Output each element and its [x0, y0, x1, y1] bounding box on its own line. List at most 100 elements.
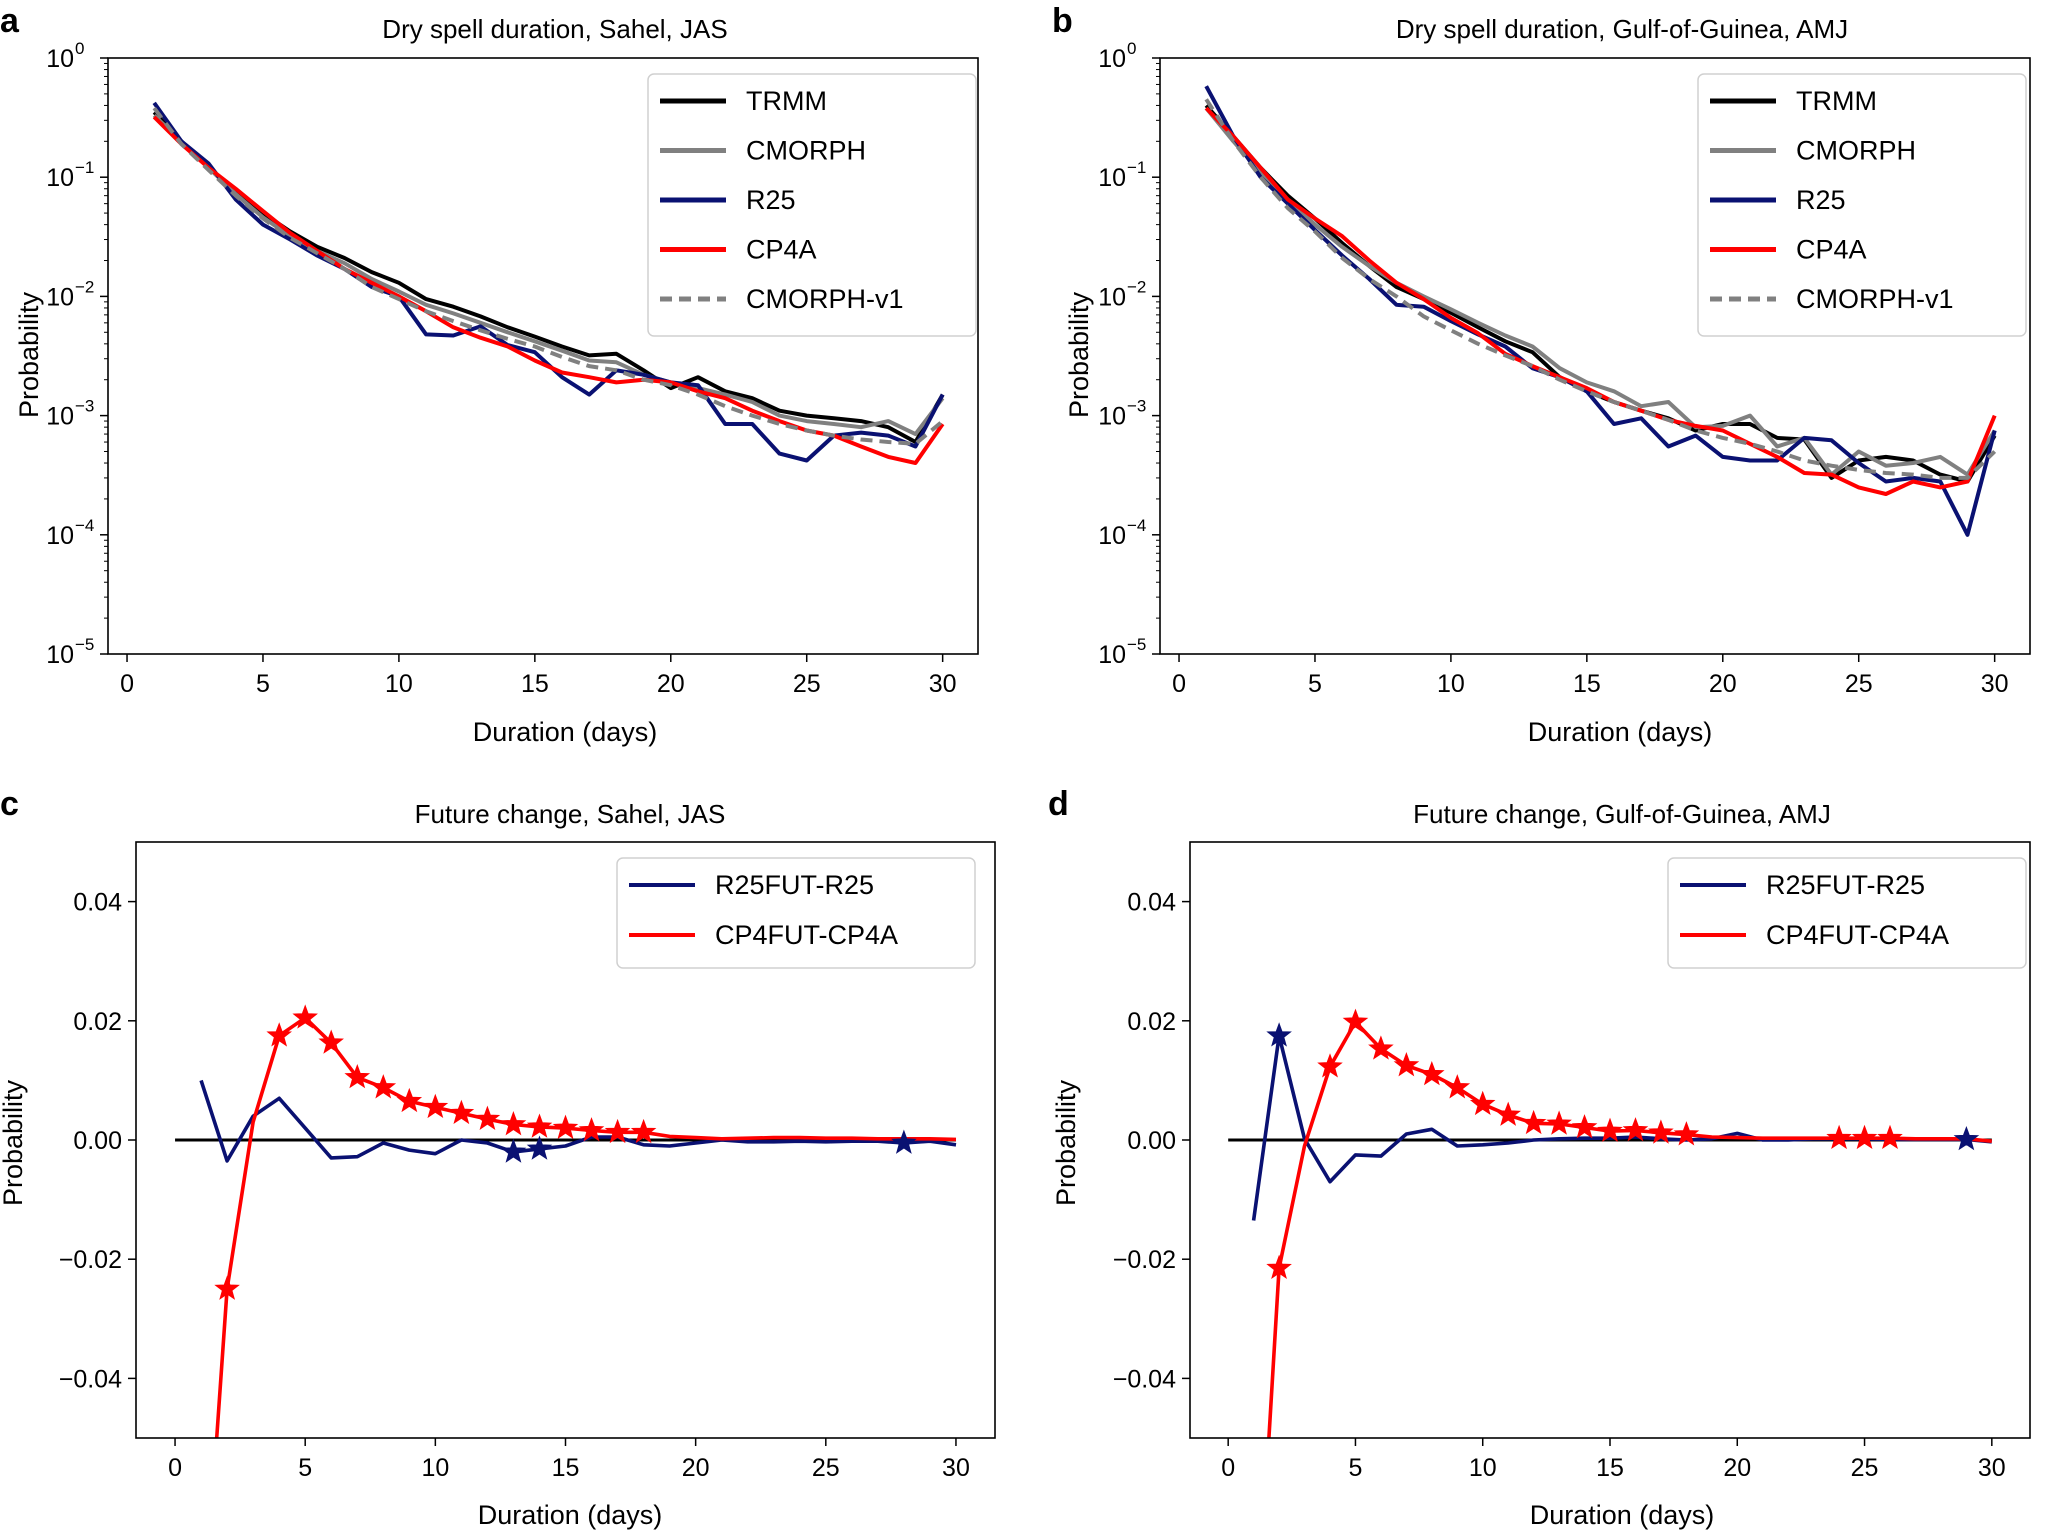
significance-star	[1953, 1125, 1980, 1151]
y-tick-label: 0.02	[1127, 1008, 1176, 1036]
x-tick-label: 15	[552, 1454, 580, 1482]
y-axis-label: Probability	[0, 1079, 28, 1206]
x-axis-label: Duration (days)	[1528, 717, 1713, 747]
significance-star	[630, 1118, 657, 1144]
significance-star	[1444, 1074, 1471, 1099]
x-tick-label: 5	[1308, 670, 1322, 698]
panel-a: a Dry spell duration, Sahel, JAS Duratio…	[0, 2, 979, 747]
significance-star	[1877, 1124, 1903, 1150]
x-axis-label: Duration (days)	[478, 1500, 663, 1530]
significance-star	[526, 1113, 553, 1138]
y-tick-label-exponent: 0	[1127, 39, 1136, 58]
significance-star	[1520, 1109, 1547, 1135]
panel-letter-d: d	[1048, 785, 1069, 823]
y-tick-label: 0.04	[73, 889, 122, 917]
significance-star	[578, 1117, 605, 1142]
legend-box	[1697, 73, 2027, 337]
legend-label: R25FUT-R25	[715, 870, 874, 900]
x-tick-label: 20	[1709, 670, 1737, 698]
y-tick-label: 10	[1098, 641, 1126, 669]
y-tick-label: 10	[1098, 403, 1126, 431]
significance-star	[292, 1004, 318, 1029]
significance-star	[370, 1074, 397, 1099]
plot-frame	[1189, 841, 2031, 1439]
series-line-cmorph-v1	[152, 106, 944, 446]
series-line-r25fut-r25	[1251, 1033, 1992, 1221]
y-axis-label: Probability	[1064, 291, 1094, 418]
significance-star	[1851, 1124, 1878, 1150]
significance-star	[1495, 1101, 1521, 1126]
y-tick-label-exponent: −4	[1127, 516, 1146, 535]
x-tick-label: 10	[1437, 670, 1465, 698]
x-tick-label: 0	[168, 1454, 182, 1482]
significance-star	[1393, 1052, 1420, 1077]
x-tick-label: 5	[298, 1454, 312, 1482]
y-tick-label-exponent: −4	[75, 516, 94, 535]
significance-star	[344, 1063, 371, 1089]
significance-star	[604, 1118, 631, 1144]
significance-star	[448, 1099, 475, 1125]
chart-title: Future change, Sahel, JAS	[415, 799, 726, 829]
y-axis-label: Probability	[14, 291, 44, 418]
y-tick-label: −0.04	[1113, 1365, 1176, 1393]
significance-star	[474, 1105, 501, 1130]
y-tick-label: 0.04	[1127, 889, 1176, 917]
y-tick-label: 0.00	[1127, 1127, 1176, 1155]
significance-star	[396, 1087, 423, 1113]
chart-title: Dry spell duration, Gulf-of-Guinea, AMJ	[1396, 14, 1848, 44]
y-tick-label: 10	[1098, 283, 1126, 311]
series-group	[1228, 1020, 1992, 1438]
series-line-cmorph-v1	[1204, 98, 1997, 480]
series-group	[175, 1015, 957, 1438]
significance-star	[1648, 1119, 1674, 1144]
y-tick-label-exponent: −2	[1127, 277, 1146, 296]
significance-star	[1368, 1035, 1394, 1060]
significance-star	[1826, 1124, 1852, 1150]
y-tick-label-exponent: −5	[1127, 635, 1146, 654]
x-tick-label: 30	[929, 670, 957, 698]
plot-area: 0 5 10 15 20 25 30 0.04 0.02 0.00 −0.02 −0.04 R25FUT…	[1113, 841, 2031, 1482]
legend-label: R25	[746, 185, 796, 215]
x-tick-label: 25	[812, 1454, 840, 1482]
significance-star	[1622, 1117, 1649, 1142]
legend-box	[647, 73, 977, 337]
legend-label: CMORPH	[1796, 136, 1916, 166]
x-tick-label: 5	[1349, 1454, 1363, 1482]
panel-letter-a: a	[0, 2, 20, 40]
significance-star	[1266, 1022, 1292, 1047]
y-tick-label-exponent: −2	[75, 277, 94, 296]
significance-star	[500, 1111, 527, 1136]
x-axis-label: Duration (days)	[473, 717, 658, 747]
y-tick-label: 0.00	[73, 1127, 122, 1155]
legend-label: TRMM	[1796, 86, 1877, 116]
significance-star	[1469, 1090, 1496, 1116]
x-tick-label: 20	[682, 1454, 710, 1482]
x-tick-label: 0	[1172, 670, 1186, 698]
significance-star	[422, 1093, 449, 1119]
legend: TRMM CMORPH R25 CP4A CMORPH-v1	[1697, 73, 2027, 337]
legend-box	[616, 857, 976, 969]
y-tick-label: 0.02	[73, 1008, 122, 1036]
significance-star	[526, 1135, 553, 1160]
series-line-cp4fut-cp4a	[214, 1015, 957, 1438]
y-tick-label-exponent: 0	[75, 39, 84, 58]
legend-label: CP4FUT-CP4A	[1766, 920, 1949, 950]
legend-label: CMORPH	[746, 136, 866, 166]
significance-star	[1419, 1060, 1445, 1086]
significance-star	[500, 1138, 527, 1163]
x-tick-label: 25	[1851, 1454, 1879, 1482]
x-tick-label: 15	[1596, 1454, 1624, 1482]
significance-star	[1571, 1114, 1598, 1139]
x-tick-label: 20	[1723, 1454, 1751, 1482]
legend-label: CP4FUT-CP4A	[715, 920, 898, 950]
series-group	[152, 101, 945, 465]
x-tick-label: 0	[120, 670, 134, 698]
series-group	[1204, 85, 1997, 537]
chart-title: Future change, Gulf-of-Guinea, AMJ	[1413, 799, 1831, 829]
plot-area: 0 5 10 15 20 25 30 0.04 0.02 0.00 −0.02 −0.04 R25FUT…	[59, 841, 996, 1482]
legend-label: CMORPH-v1	[746, 284, 904, 314]
x-axis-label: Duration (days)	[1530, 1500, 1715, 1530]
significance-star	[1673, 1121, 1700, 1146]
